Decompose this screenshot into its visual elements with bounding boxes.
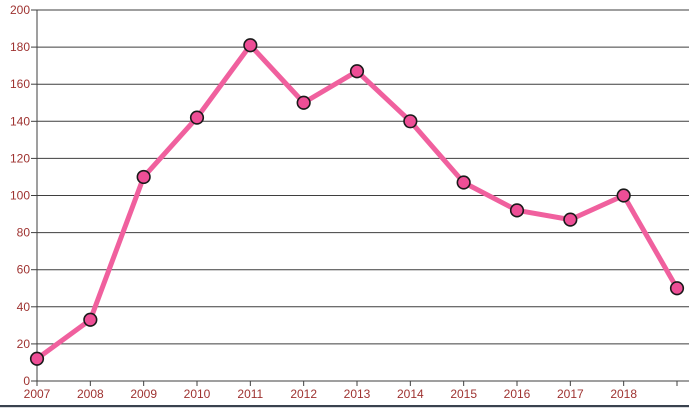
x-axis-label: 2009 [130,387,157,401]
x-axis-label: 2007 [24,387,51,401]
data-point-marker [456,175,471,190]
data-point-marker [669,281,685,296]
y-axis-label: 40 [17,300,31,314]
x-axis-label: 2011 [237,387,263,401]
data-point-marker [349,64,365,79]
y-axis-label: 100 [10,189,30,203]
x-axis-label: 2016 [504,387,531,401]
data-point-marker [243,38,258,53]
data-point-marker [616,188,631,203]
y-axis-label: 200 [10,3,30,17]
data-point-marker [296,95,311,110]
x-axis-label: 2010 [184,387,211,401]
data-point-marker [136,169,151,185]
y-axis-label: 0 [23,374,30,388]
data-point-marker [563,212,578,227]
data-point-marker [29,351,45,366]
y-axis-label: 60 [17,263,31,277]
data-point-marker [509,203,525,218]
y-axis-label: 80 [17,226,31,240]
x-axis-label: 2015 [450,387,477,401]
data-point-marker [403,114,418,129]
data-point-marker [189,110,205,125]
bottom-border [0,405,689,408]
y-axis-label: 20 [17,337,31,351]
data-point-marker [83,312,98,327]
x-axis-label: 2013 [344,387,371,401]
x-axis-label: 2017 [557,387,584,401]
y-axis-label: 180 [10,40,30,54]
y-axis-label: 160 [10,77,30,91]
x-axis-label: 2014 [397,387,424,401]
x-axis-label: 2012 [290,387,317,401]
y-axis-label: 120 [10,151,30,165]
y-axis-label: 140 [10,114,30,128]
x-axis-label: 2008 [77,387,104,401]
x-axis-label: 2018 [610,387,637,401]
